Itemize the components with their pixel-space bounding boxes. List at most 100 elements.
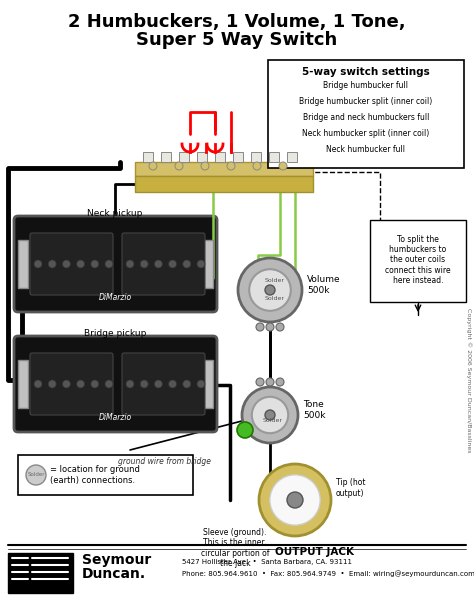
FancyBboxPatch shape (122, 233, 205, 295)
Circle shape (183, 380, 191, 388)
Text: Bridge and neck humbuckers full: Bridge and neck humbuckers full (303, 113, 429, 123)
Circle shape (238, 258, 302, 322)
Circle shape (287, 492, 303, 508)
Text: DiMarzio: DiMarzio (99, 413, 132, 422)
Bar (135, 176, 313, 192)
Circle shape (265, 285, 275, 295)
Bar (18, 360, 28, 408)
Bar (287, 152, 297, 162)
Bar (18, 455, 193, 495)
Circle shape (197, 380, 205, 388)
Bar (143, 152, 153, 162)
Bar (135, 162, 313, 176)
Circle shape (266, 378, 274, 386)
FancyBboxPatch shape (30, 233, 113, 295)
Circle shape (77, 260, 84, 268)
FancyBboxPatch shape (14, 336, 217, 432)
Circle shape (63, 260, 71, 268)
Circle shape (77, 380, 84, 388)
Circle shape (265, 410, 275, 420)
Circle shape (197, 260, 205, 268)
FancyBboxPatch shape (14, 216, 217, 312)
Circle shape (270, 475, 320, 525)
Circle shape (48, 260, 56, 268)
Circle shape (276, 378, 284, 386)
Circle shape (279, 162, 287, 170)
Text: Super 5 Way Switch: Super 5 Way Switch (137, 31, 337, 49)
Circle shape (266, 323, 274, 331)
Bar (18, 240, 28, 288)
Circle shape (259, 464, 331, 536)
Text: Neck pickup: Neck pickup (87, 210, 143, 219)
Circle shape (26, 465, 46, 485)
Text: OUTPUT JACK: OUTPUT JACK (275, 547, 355, 557)
Text: Phone: 805.964.9610  •  Fax: 805.964.9749  •  Email: wiring@seymourduncan.com: Phone: 805.964.9610 • Fax: 805.964.9749 … (182, 571, 474, 577)
Bar (161, 152, 171, 162)
Circle shape (276, 323, 284, 331)
FancyBboxPatch shape (122, 353, 205, 415)
Text: Duncan.: Duncan. (82, 567, 146, 581)
Circle shape (242, 387, 298, 443)
Bar (203, 360, 213, 408)
Bar (268, 60, 464, 168)
Text: 2 Humbuckers, 1 Volume, 1 Tone,: 2 Humbuckers, 1 Volume, 1 Tone, (68, 13, 406, 31)
Text: Volume
500k: Volume 500k (307, 276, 341, 295)
Bar (269, 152, 279, 162)
Text: ground wire from bridge: ground wire from bridge (118, 458, 211, 467)
Circle shape (252, 397, 288, 433)
Text: Solder: Solder (27, 473, 45, 477)
Text: Sleeve (ground).
This is the inner,
circular portion of
the jack: Sleeve (ground). This is the inner, circ… (201, 528, 269, 568)
Text: = location for ground
(earth) connections.: = location for ground (earth) connection… (50, 465, 140, 485)
Circle shape (249, 269, 291, 311)
Circle shape (126, 260, 134, 268)
Text: 5427 Hollister Ave.  •  Santa Barbara, CA. 93111: 5427 Hollister Ave. • Santa Barbara, CA.… (182, 559, 352, 565)
Bar (179, 152, 189, 162)
Circle shape (237, 422, 253, 438)
Circle shape (34, 260, 42, 268)
Circle shape (105, 380, 113, 388)
Text: DiMarzio: DiMarzio (99, 294, 132, 302)
Circle shape (175, 162, 183, 170)
Circle shape (227, 162, 235, 170)
Circle shape (155, 260, 163, 268)
Text: Tip (hot
output): Tip (hot output) (336, 478, 365, 498)
Bar (251, 152, 261, 162)
Text: Tone
500k: Tone 500k (303, 400, 326, 420)
Text: 5-way switch settings: 5-way switch settings (302, 67, 430, 77)
Circle shape (253, 162, 261, 170)
Circle shape (201, 162, 209, 170)
Circle shape (169, 260, 177, 268)
Circle shape (256, 378, 264, 386)
Circle shape (91, 260, 99, 268)
Bar (197, 152, 207, 162)
Text: Bridge humbucker full: Bridge humbucker full (323, 81, 409, 90)
Bar (8, 553, 73, 593)
Circle shape (169, 380, 177, 388)
Text: Neck humbucker full: Neck humbucker full (327, 146, 405, 155)
Circle shape (91, 380, 99, 388)
Circle shape (126, 380, 134, 388)
Circle shape (34, 380, 42, 388)
FancyBboxPatch shape (30, 353, 113, 415)
Text: Seymour: Seymour (82, 553, 151, 567)
Text: Copyright © 2006 Seymour Duncan/Basslines: Copyright © 2006 Seymour Duncan/Bassline… (466, 308, 472, 452)
Circle shape (149, 162, 157, 170)
Text: Neck humbucker split (inner coil): Neck humbucker split (inner coil) (302, 129, 429, 138)
Text: Solder: Solder (265, 277, 285, 283)
Bar (370, 220, 466, 302)
Bar (233, 152, 243, 162)
Circle shape (155, 380, 163, 388)
Circle shape (105, 260, 113, 268)
Circle shape (48, 380, 56, 388)
Circle shape (63, 380, 71, 388)
Circle shape (256, 323, 264, 331)
Circle shape (183, 260, 191, 268)
Text: To split the
humbuckers to
the outer coils
connect this wire
here instead.: To split the humbuckers to the outer coi… (385, 235, 451, 285)
Text: Bridge pickup: Bridge pickup (84, 329, 146, 338)
Circle shape (140, 380, 148, 388)
Circle shape (140, 260, 148, 268)
Bar (203, 240, 213, 288)
Text: Solder: Solder (263, 418, 283, 422)
Bar (215, 152, 225, 162)
Text: Bridge humbucker split (inner coil): Bridge humbucker split (inner coil) (300, 98, 433, 107)
